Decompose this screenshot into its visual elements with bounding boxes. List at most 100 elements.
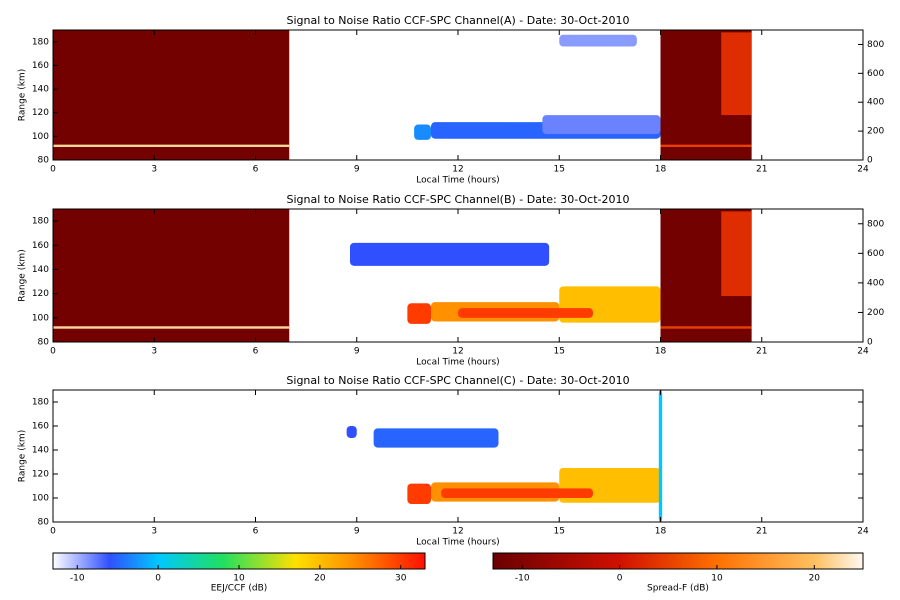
heat-cell [53, 326, 290, 329]
x-axis-label: Local Time (hours) [416, 358, 499, 368]
x-tick-label: 15 [554, 165, 565, 175]
y2-tick-label: 800 [867, 219, 884, 229]
x-tick-label: 24 [857, 165, 869, 175]
heat-cell [350, 242, 550, 266]
x-tick-label: 0 [50, 347, 56, 357]
colorbar [492, 552, 864, 570]
x-tick-label: 21 [756, 347, 767, 357]
y-tick-label: 140 [32, 446, 49, 456]
x-tick-label: 24 [857, 347, 869, 357]
y-tick-label: 140 [32, 265, 49, 275]
x-axis-label: Local Time (hours) [416, 538, 499, 548]
y-tick-label: 180 [32, 217, 49, 227]
x-tick-label: 12 [452, 347, 463, 357]
x-tick-label: 9 [354, 347, 360, 357]
colorbar-tick-label: -10 [515, 574, 530, 584]
colorbar-tick-label: 10 [233, 574, 245, 584]
y-tick-label: 180 [32, 398, 49, 408]
chart-title: Signal to Noise Ratio CCF-SPC Channel(B)… [286, 193, 629, 206]
x-tick-label: 6 [253, 165, 259, 175]
x-tick-label: 18 [655, 527, 667, 537]
y-tick-label: 160 [32, 422, 49, 432]
y2-tick-label: 0 [867, 156, 873, 166]
colorbar-tick-label: 10 [711, 574, 723, 584]
y-tick-label: 100 [32, 494, 49, 504]
y-tick-label: 160 [32, 61, 49, 71]
x-tick-label: 3 [151, 165, 157, 175]
y2-tick-label: 600 [867, 249, 884, 259]
heat-cell [721, 211, 752, 297]
y2-tick-label: 200 [867, 127, 884, 137]
x-tick-label: 18 [655, 165, 667, 175]
colorbar-label: EEJ/CCF (dB) [211, 584, 268, 594]
y-tick-label: 80 [38, 338, 50, 348]
colorbar-tick-label: 20 [314, 574, 326, 584]
x-tick-label: 15 [554, 347, 565, 357]
y-axis-label: Range (km) [18, 249, 28, 301]
y-axis-label: Range (km) [18, 69, 28, 121]
x-tick-label: 15 [554, 527, 565, 537]
x-tick-label: 3 [151, 527, 157, 537]
x-tick-label: 3 [151, 347, 157, 357]
x-tick-label: 12 [452, 165, 463, 175]
heat-cell [660, 326, 752, 329]
heat-cell [414, 124, 431, 140]
colorbar-tick-label: 0 [617, 574, 623, 584]
heat-cell [658, 390, 663, 522]
heat-cell [53, 144, 290, 147]
y-tick-label: 80 [38, 156, 50, 166]
x-tick-label: 24 [857, 527, 869, 537]
chart-title: Signal to Noise Ratio CCF-SPC Channel(A)… [286, 14, 629, 27]
x-tick-label: 9 [354, 527, 360, 537]
y-tick-label: 160 [32, 241, 49, 251]
x-tick-label: 0 [50, 527, 56, 537]
y-tick-label: 100 [32, 313, 49, 323]
colorbar-label: Spread-F (dB) [647, 584, 709, 594]
heat-cell [373, 428, 499, 448]
y-tick-label: 140 [32, 85, 49, 95]
plot-frame [52, 389, 864, 523]
heat-cell [53, 209, 290, 342]
x-tick-label: 9 [354, 165, 360, 175]
y2-tick-label: 400 [867, 278, 884, 288]
x-axis-label: Local Time (hours) [416, 176, 499, 186]
x-tick-label: 6 [253, 347, 259, 357]
x-tick-label: 18 [655, 347, 667, 357]
heat-cell [660, 144, 752, 147]
y2-tick-label: 0 [867, 338, 873, 348]
heat-cell [721, 32, 752, 116]
plot-area [53, 209, 752, 342]
x-tick-label: 12 [452, 527, 463, 537]
heat-cell [441, 488, 593, 498]
y2-tick-label: 600 [867, 69, 884, 79]
x-tick-label: 0 [50, 165, 56, 175]
y2-tick-label: 200 [867, 308, 884, 318]
heat-cell [53, 30, 290, 160]
heat-cell [407, 483, 431, 504]
y2-tick-label: 400 [867, 98, 884, 108]
colorbar-tick-label: 20 [809, 574, 821, 584]
y-tick-label: 120 [32, 470, 49, 480]
x-tick-label: 21 [756, 165, 767, 175]
plot-area [346, 390, 663, 522]
heat-cell [559, 34, 637, 47]
y2-tick-label: 800 [867, 40, 884, 50]
x-tick-label: 21 [756, 527, 767, 537]
colorbar-tick-label: -10 [70, 574, 85, 584]
y-tick-label: 80 [38, 518, 50, 528]
y-tick-label: 100 [32, 132, 49, 142]
colorbar-tick-label: 0 [155, 574, 161, 584]
chart-title: Signal to Noise Ratio CCF-SPC Channel(C)… [286, 374, 629, 387]
y-axis-label: Range (km) [18, 430, 28, 482]
y-tick-label: 180 [32, 37, 49, 47]
heat-cell [458, 308, 593, 318]
heat-cell [346, 426, 357, 438]
y-tick-label: 120 [32, 289, 49, 299]
plot-area [53, 30, 752, 160]
heat-cell [407, 303, 431, 324]
y-tick-label: 120 [32, 108, 49, 118]
colorbar-tick-label: 30 [395, 574, 407, 584]
heat-cell [542, 115, 661, 134]
x-tick-label: 6 [253, 527, 259, 537]
